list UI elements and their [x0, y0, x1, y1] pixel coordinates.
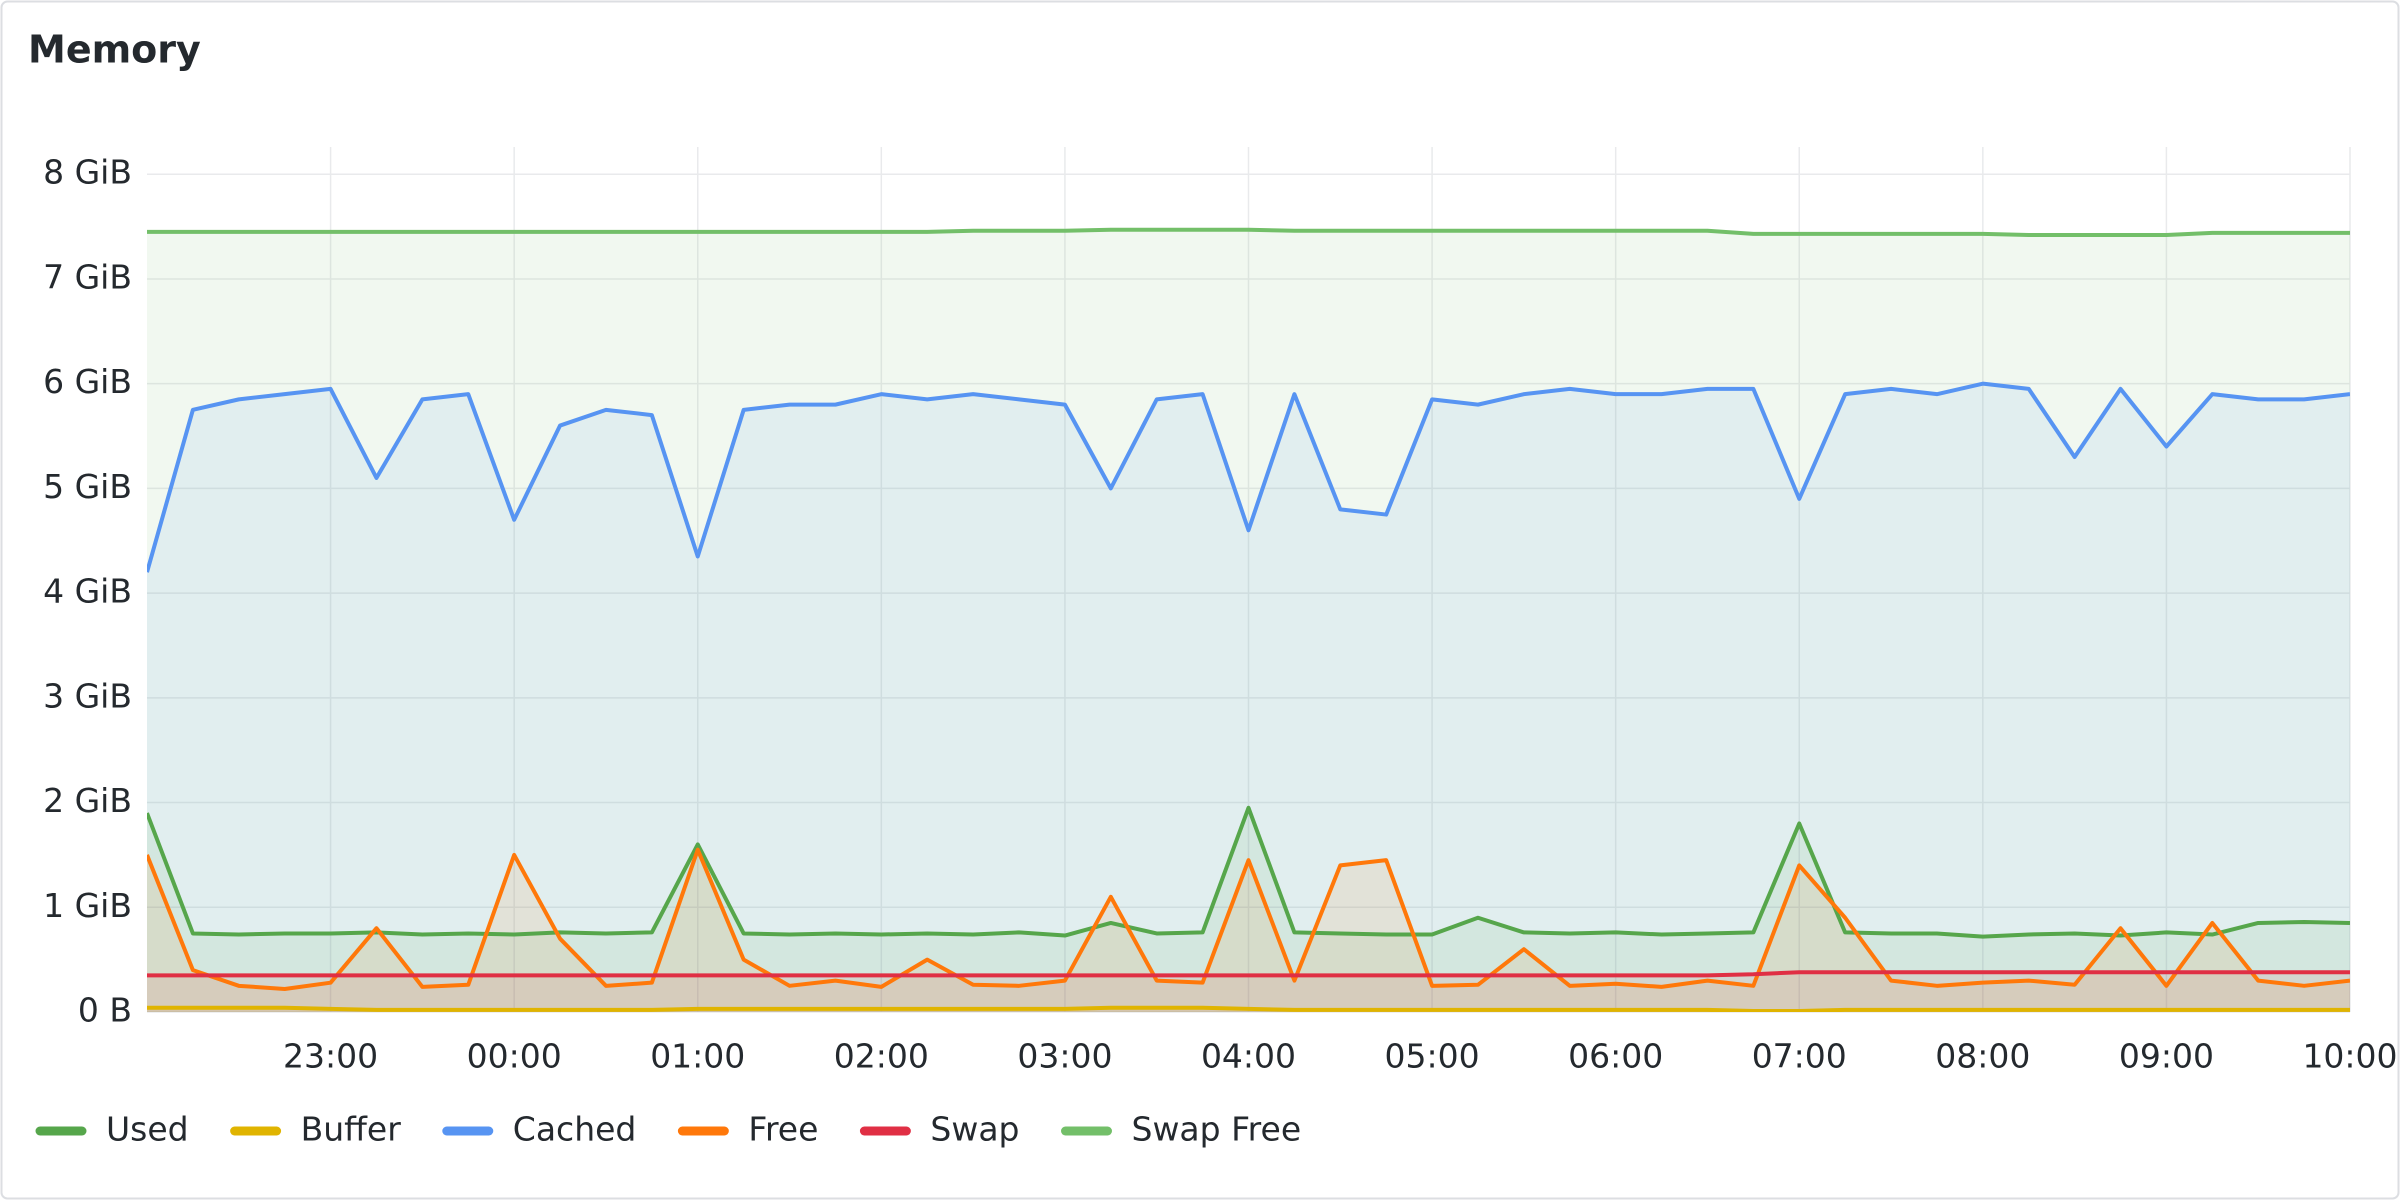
x-tick-label: 10:00: [2302, 1037, 2397, 1076]
series-line: [147, 970, 2350, 978]
series-line: [147, 227, 2350, 237]
x-tick-label: 07:00: [1752, 1037, 1847, 1076]
x-tick-label: 23:00: [283, 1037, 378, 1076]
y-tick-label: 5 GiB: [43, 467, 132, 506]
x-tick-label: 00:00: [467, 1037, 562, 1076]
x-tick-label: 01:00: [650, 1037, 745, 1076]
legend-label: Free: [748, 1110, 818, 1149]
series-area: [147, 972, 2350, 1012]
series-line: [147, 381, 2350, 573]
x-tick-label: 08:00: [1935, 1037, 2030, 1076]
y-tick-label: 2 GiB: [43, 781, 132, 820]
y-tick-label: 8 GiB: [43, 153, 132, 192]
legend-label: Cached: [513, 1110, 637, 1149]
x-tick-label: 09:00: [2119, 1037, 2214, 1076]
legend-label: Swap: [930, 1110, 1019, 1149]
x-tick-label: 06:00: [1568, 1037, 1663, 1076]
legend-label: Used: [106, 1110, 189, 1149]
y-tick-label: 4 GiB: [43, 572, 132, 611]
x-tick-label: 04:00: [1201, 1037, 1296, 1076]
y-tick-label: 3 GiB: [43, 676, 132, 715]
x-tick-label: 02:00: [834, 1037, 929, 1076]
y-tick-label: 6 GiB: [43, 362, 132, 401]
series-line: [147, 1005, 2350, 1012]
x-tick-label: 03:00: [1017, 1037, 1112, 1076]
legend-label: Buffer: [301, 1110, 402, 1149]
y-tick-label: 7 GiB: [43, 257, 132, 296]
legend-label: Swap Free: [1132, 1110, 1302, 1149]
y-tick-label: 0 B: [78, 991, 132, 1030]
series-line: [147, 805, 2350, 939]
panel-title: Memory: [28, 28, 201, 72]
series-area: [147, 229, 2350, 1012]
series-line: [147, 847, 2350, 991]
x-tick-label: 05:00: [1385, 1037, 1480, 1076]
y-tick-label: 1 GiB: [43, 886, 132, 925]
series-area: [147, 807, 2350, 1012]
